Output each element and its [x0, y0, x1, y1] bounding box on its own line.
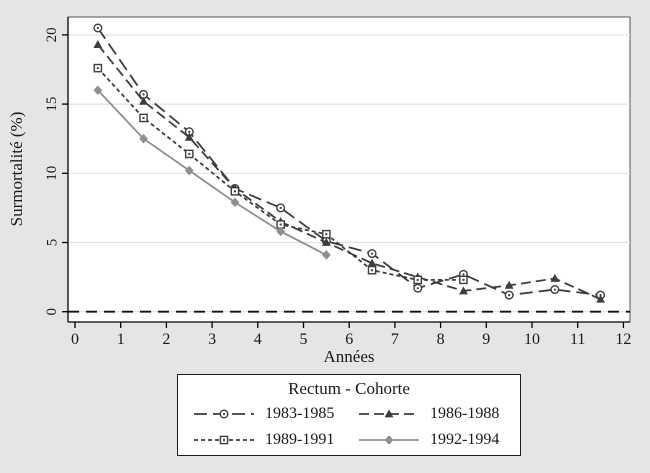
square-marker-dot — [325, 233, 328, 236]
circle-marker-dot — [142, 93, 145, 96]
legend-sample-1992-1994 — [359, 435, 419, 445]
square-marker-dot — [371, 269, 374, 272]
circle-marker-dot — [279, 206, 282, 209]
triangle-marker — [504, 280, 514, 289]
circle-marker-dot — [370, 252, 374, 255]
x-tick-label: 9 — [482, 331, 490, 348]
legend-label-1989-1991: 1989-1991 — [265, 431, 335, 448]
legend-entry-1989-1991: 1989-1991 — [184, 427, 349, 453]
diamond-marker — [276, 226, 286, 237]
diamond-marker — [384, 435, 394, 445]
triangle-marker — [139, 96, 148, 105]
y-tick-label: 10 — [44, 166, 60, 181]
diamond-marker — [321, 250, 331, 260]
y-tick-label: 5 — [44, 239, 60, 247]
circle-marker-dot — [96, 26, 99, 30]
legend-sample-1983-1985 — [194, 409, 254, 419]
series-1992-1994 — [93, 85, 331, 260]
circle-marker-dot — [188, 130, 191, 133]
x-tick-label: 11 — [570, 331, 585, 348]
circle-marker-dot — [508, 293, 511, 297]
legend-entry-1986-1988: 1986-1988 — [349, 401, 514, 427]
triangle-marker — [550, 273, 560, 282]
x-tick-label: 10 — [524, 331, 540, 348]
legend-sample-1986-1988 — [359, 409, 419, 418]
x-tick-label: 1 — [117, 331, 125, 348]
square-marker-dot — [279, 223, 282, 226]
square-marker-dot — [96, 67, 99, 70]
y-tick-label: 0 — [44, 308, 60, 316]
circle-marker-dot — [462, 273, 465, 276]
x-tick-label: 7 — [391, 331, 399, 348]
legend-label-1983-1985: 1983-1985 — [265, 405, 335, 422]
triangle-marker — [459, 286, 468, 295]
legend-title: Rectum - Cohorte — [288, 379, 410, 398]
legend: Rectum - Cohorte 1983-1985 1986-1988 1989-… — [177, 374, 521, 456]
x-tick-label: 6 — [345, 331, 353, 348]
series-line-1992-1994 — [97, 89, 327, 256]
plot-area — [67, 16, 631, 323]
circle-marker-dot — [553, 288, 556, 291]
series-line-1983-1985 — [97, 27, 601, 297]
triangle-marker — [367, 258, 377, 267]
square-marker-dot — [233, 190, 236, 193]
legend-entry-1992-1994: 1992-1994 — [349, 427, 514, 453]
diamond-marker — [184, 165, 194, 176]
legend-label-1992-1994: 1992-1994 — [430, 431, 500, 448]
y-tick-label: 15 — [44, 97, 60, 112]
legend-entries: 1983-1985 1986-1988 1989-1991 1992-1994 — [178, 401, 520, 453]
diamond-marker — [93, 85, 103, 96]
square-marker-dot — [142, 116, 145, 119]
x-axis-label: Années — [324, 347, 375, 366]
y-tick-label: 20 — [44, 27, 60, 42]
x-tick-label: 8 — [437, 331, 445, 348]
legend-entry-1983-1985: 1983-1985 — [184, 401, 349, 427]
x-tick-label: 12 — [615, 331, 631, 348]
square-marker-dot — [416, 278, 419, 281]
legend-label-1986-1988: 1986-1988 — [430, 405, 500, 422]
square-marker-dot — [188, 152, 191, 155]
x-tick-label: 0 — [71, 331, 79, 348]
x-tick-label: 3 — [208, 331, 216, 348]
square-marker-dot — [223, 439, 225, 441]
triangle-marker — [184, 132, 194, 141]
triangle-marker — [384, 409, 394, 418]
circle-marker-dot — [222, 412, 226, 416]
square-marker-dot — [462, 278, 465, 281]
triangle-marker — [93, 39, 103, 48]
circle-marker-dot — [416, 287, 419, 290]
legend-sample-1989-1991 — [194, 435, 254, 445]
x-tick-label: 4 — [254, 331, 262, 348]
triangle-marker — [596, 294, 605, 303]
diamond-marker — [230, 197, 240, 208]
diamond-marker — [139, 133, 148, 144]
x-tick-label: 5 — [300, 331, 308, 348]
y-axis-label: Surmortalité (%) — [7, 112, 26, 227]
series-1989-1991 — [93, 63, 468, 285]
triangle-marker — [321, 237, 331, 246]
x-tick-label: 2 — [162, 331, 170, 348]
